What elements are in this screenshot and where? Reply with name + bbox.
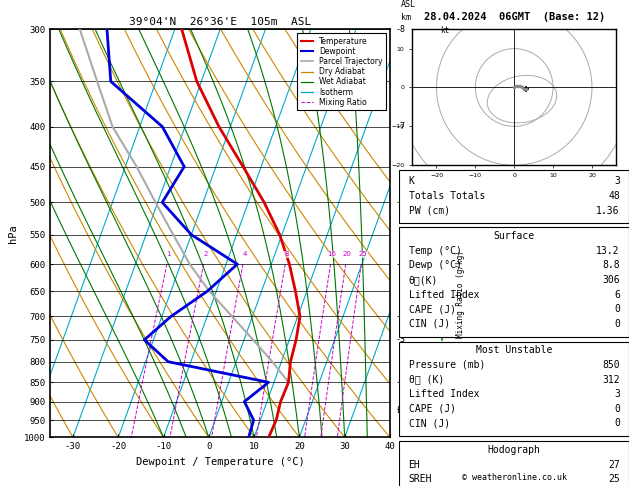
Text: Lifted Index: Lifted Index <box>409 389 479 399</box>
Text: Temp (°C): Temp (°C) <box>409 246 462 256</box>
Text: 13.2: 13.2 <box>596 246 620 256</box>
Text: -3: -3 <box>396 335 406 345</box>
Text: 25: 25 <box>608 474 620 484</box>
Text: CAPE (J): CAPE (J) <box>409 404 455 414</box>
Text: Hodograph: Hodograph <box>487 445 541 455</box>
Text: © weatheronline.co.uk: © weatheronline.co.uk <box>462 473 567 482</box>
Text: 4: 4 <box>243 251 247 258</box>
Text: θᴇ (K): θᴇ (K) <box>409 375 444 384</box>
Bar <box>399 227 629 337</box>
Text: 306: 306 <box>602 275 620 285</box>
Text: km: km <box>401 14 411 22</box>
Text: 2: 2 <box>203 251 208 258</box>
Text: CIN (J): CIN (J) <box>409 418 450 428</box>
Text: K: K <box>409 175 415 186</box>
Text: 8: 8 <box>285 251 289 258</box>
Text: 48: 48 <box>608 191 620 201</box>
Title: 39°04'N  26°36'E  105m  ASL: 39°04'N 26°36'E 105m ASL <box>129 17 311 27</box>
Text: -5: -5 <box>396 260 406 269</box>
Text: -2: -2 <box>396 378 406 387</box>
Text: 27: 27 <box>608 460 620 469</box>
Text: 25: 25 <box>359 251 367 258</box>
Text: Lifted Index: Lifted Index <box>409 290 479 299</box>
Bar <box>399 170 629 223</box>
Text: Most Unstable: Most Unstable <box>476 346 552 355</box>
Text: ASL: ASL <box>401 0 416 9</box>
Text: -6: -6 <box>396 198 406 207</box>
Text: EH: EH <box>409 460 420 469</box>
Text: Surface: Surface <box>494 231 535 241</box>
Bar <box>399 342 629 436</box>
Text: SREH: SREH <box>409 474 432 484</box>
Text: 20: 20 <box>343 251 352 258</box>
Text: CIN (J): CIN (J) <box>409 319 450 329</box>
Text: 0: 0 <box>614 404 620 414</box>
Text: 850: 850 <box>602 360 620 370</box>
Text: -8: -8 <box>396 25 406 34</box>
Text: -7: -7 <box>396 122 406 131</box>
Bar <box>399 441 629 486</box>
Text: Pressure (mb): Pressure (mb) <box>409 360 485 370</box>
Text: Dewp (°C): Dewp (°C) <box>409 260 462 270</box>
Text: 0: 0 <box>614 319 620 329</box>
X-axis label: Dewpoint / Temperature (°C): Dewpoint / Temperature (°C) <box>136 457 304 467</box>
Legend: Temperature, Dewpoint, Parcel Trajectory, Dry Adiabat, Wet Adiabat, Isotherm, Mi: Temperature, Dewpoint, Parcel Trajectory… <box>298 33 386 110</box>
Text: 28.04.2024  06GMT  (Base: 12): 28.04.2024 06GMT (Base: 12) <box>423 12 605 22</box>
Text: -1: -1 <box>396 405 406 414</box>
Text: CAPE (J): CAPE (J) <box>409 304 455 314</box>
Text: 16: 16 <box>328 251 337 258</box>
Text: 3: 3 <box>614 175 620 186</box>
Text: 0: 0 <box>614 418 620 428</box>
Y-axis label: hPa: hPa <box>8 224 18 243</box>
Text: 0: 0 <box>614 304 620 314</box>
Text: 8.8: 8.8 <box>602 260 620 270</box>
Text: Mixing Ratio (g/kg): Mixing Ratio (g/kg) <box>456 251 465 338</box>
Text: 6: 6 <box>614 290 620 299</box>
Text: 1: 1 <box>167 251 171 258</box>
Text: PW (cm): PW (cm) <box>409 206 450 216</box>
Text: Totals Totals: Totals Totals <box>409 191 485 201</box>
Text: 312: 312 <box>602 375 620 384</box>
Text: kt: kt <box>440 26 450 35</box>
Text: 1.36: 1.36 <box>596 206 620 216</box>
Text: LCL: LCL <box>396 406 411 416</box>
Text: -4: -4 <box>396 312 406 321</box>
Text: 3: 3 <box>614 389 620 399</box>
Text: θᴇ(K): θᴇ(K) <box>409 275 438 285</box>
